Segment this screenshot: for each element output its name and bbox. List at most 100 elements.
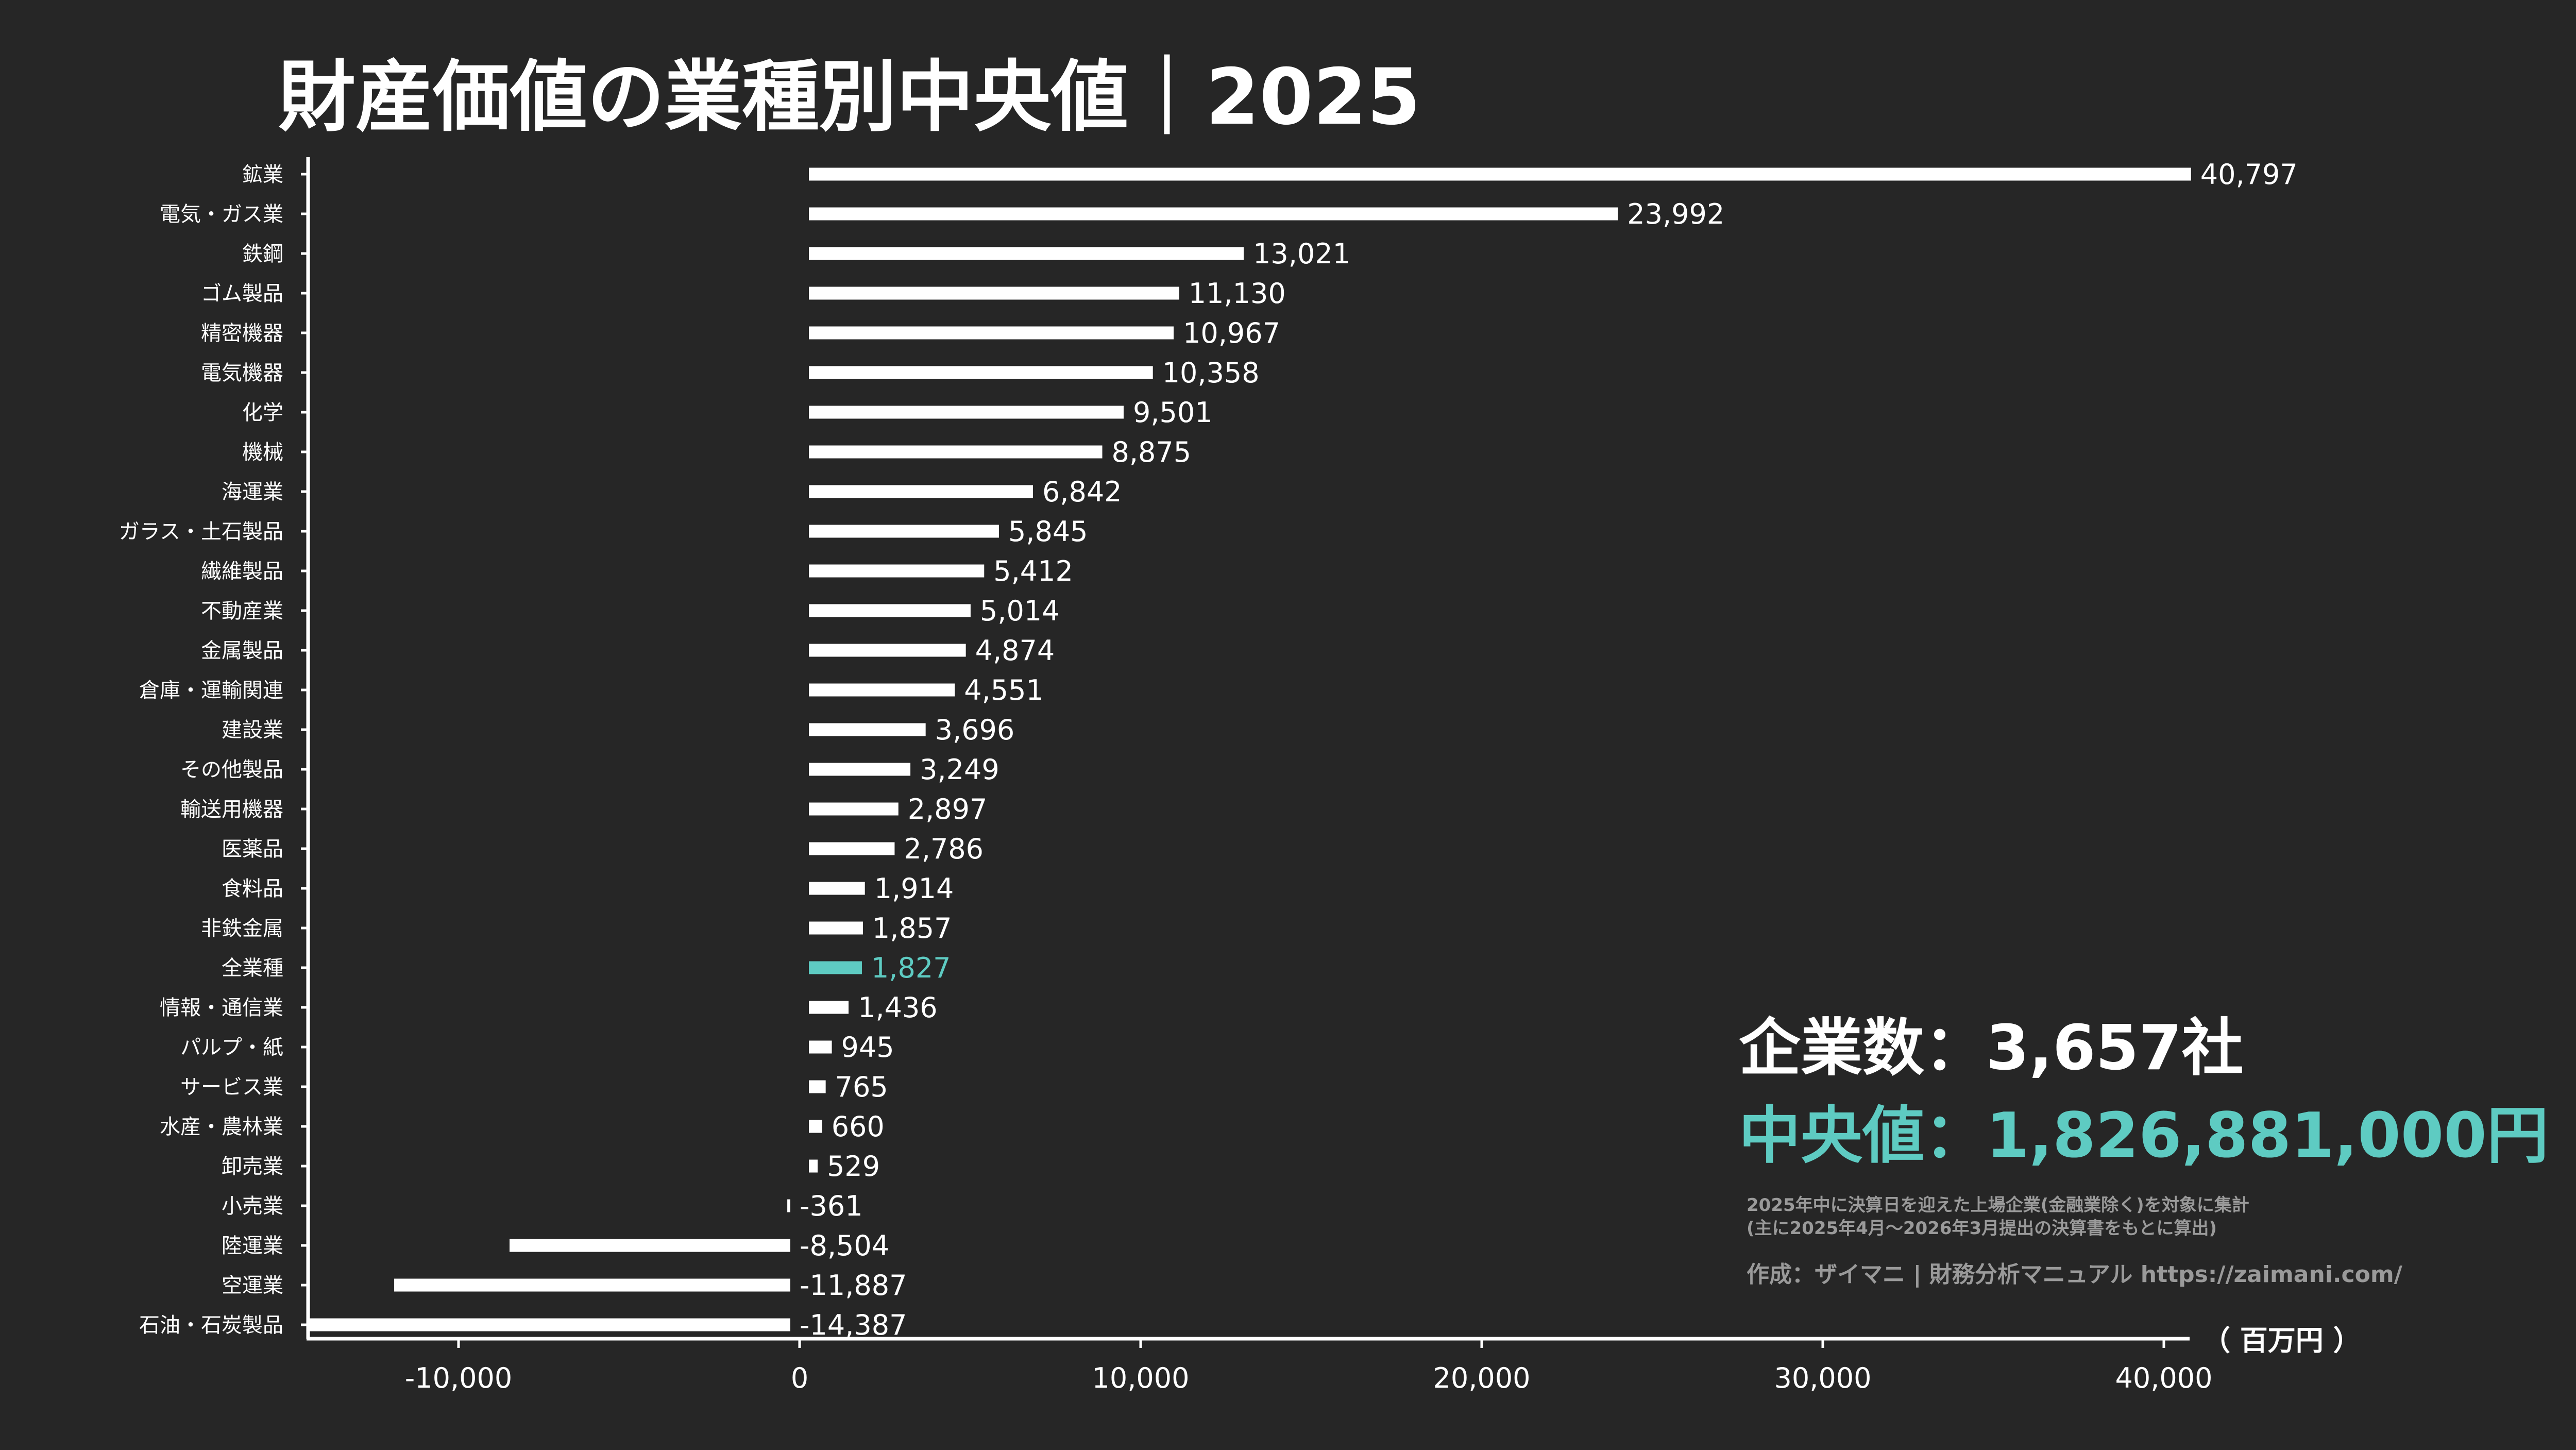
note-line-2: (主に2025年4月〜2026年3月提出の決算書をもとに算出) [1747, 1218, 2217, 1239]
x-tick-label-0: -10,000 [405, 1362, 512, 1394]
x-tick-label-3: 20,000 [1433, 1362, 1531, 1394]
bar-25 [809, 1159, 818, 1173]
value-label-13: 4,551 [964, 674, 1044, 706]
bar-14 [809, 723, 926, 736]
value-label-23: 765 [835, 1071, 888, 1103]
value-label-28: -11,887 [800, 1269, 907, 1302]
category-label-0: 鉱業 [242, 163, 283, 187]
chart-title: 財産価値の業種別中央値｜2025 [278, 53, 1420, 142]
value-label-6: 9,501 [1133, 396, 1213, 429]
value-label-27: -8,504 [800, 1229, 889, 1262]
bar-2 [809, 247, 1244, 260]
category-label-21: 情報・通信業 [160, 996, 283, 1020]
category-label-10: 繊維製品 [201, 560, 283, 583]
category-label-18: 食料品 [222, 877, 283, 901]
bar-4 [809, 326, 1174, 340]
value-label-15: 3,249 [920, 753, 999, 786]
category-label-29: 石油・石炭製品 [139, 1313, 283, 1337]
bar-22 [809, 1040, 832, 1054]
bar-12 [809, 644, 966, 657]
bar-20 [809, 961, 862, 974]
bar-7 [809, 445, 1103, 459]
bar-6 [809, 406, 1124, 419]
bar-3 [809, 286, 1179, 300]
category-label-5: 電気機器 [201, 361, 283, 385]
value-label-19: 1,857 [872, 912, 952, 945]
x-tick-label-1: 0 [791, 1362, 808, 1394]
category-label-2: 鉄鋼 [242, 242, 283, 266]
credit-line: 作成：ザイマニ | 財務分析マニュアル https://zaimani.com/ [1747, 1261, 2403, 1288]
bar-15 [809, 763, 911, 776]
value-label-3: 11,130 [1189, 277, 1286, 310]
note-line-1: 2025年中に決算日を迎えた上場企業(金融業除く)を対象に集計 [1747, 1195, 2249, 1216]
category-label-22: パルプ・紙 [180, 1036, 283, 1059]
value-label-1: 23,992 [1627, 198, 1724, 230]
category-label-12: 金属製品 [201, 639, 283, 663]
bar-1 [809, 207, 1618, 221]
value-label-16: 2,897 [908, 793, 988, 825]
bar-29 [309, 1318, 790, 1331]
unit-label: （ 百万円 ） [2202, 1324, 2361, 1357]
x-tick-label-5: 40,000 [2115, 1362, 2213, 1394]
bar-10 [809, 564, 985, 578]
category-label-20: 全業種 [222, 956, 283, 980]
category-label-14: 建設業 [222, 718, 283, 742]
value-label-26: -361 [800, 1190, 863, 1222]
value-label-10: 5,412 [993, 555, 1073, 587]
bar-13 [809, 683, 955, 697]
category-label-27: 陸運業 [222, 1234, 283, 1258]
value-label-18: 1,914 [874, 872, 954, 905]
value-label-21: 1,436 [858, 991, 938, 1024]
category-label-4: 精密機器 [201, 322, 283, 345]
bar-23 [809, 1080, 826, 1093]
category-label-15: その他製品 [180, 758, 283, 782]
category-label-8: 海運業 [222, 480, 283, 504]
category-label-7: 機械 [242, 441, 283, 464]
category-label-26: 小売業 [222, 1194, 283, 1218]
category-label-6: 化学 [242, 401, 283, 425]
bar-26 [787, 1199, 790, 1212]
value-label-8: 6,842 [1042, 476, 1122, 508]
bar-19 [809, 921, 863, 935]
bar-24 [809, 1120, 822, 1133]
value-label-9: 5,845 [1008, 515, 1088, 548]
bars-layer: 鉱業 40,797 電気・ガス業 23,992 鉄鋼 13,021 ゴム製品 11,130 精密… [119, 158, 2298, 1341]
value-label-12: 4,874 [975, 634, 1055, 667]
value-label-7: 8,875 [1112, 436, 1192, 468]
bar-18 [809, 882, 865, 895]
value-label-20: 1,827 [871, 952, 951, 984]
category-label-9: ガラス・土石製品 [119, 520, 283, 544]
bar-16 [809, 802, 899, 816]
category-label-16: 輸送用機器 [180, 798, 283, 821]
category-label-3: ゴム製品 [201, 282, 283, 306]
bar-17 [809, 842, 895, 855]
bar-11 [809, 604, 971, 617]
category-label-1: 電気・ガス業 [160, 203, 283, 226]
value-label-29: -14,387 [800, 1309, 907, 1341]
bar-9 [809, 525, 999, 538]
bar-28 [394, 1278, 790, 1292]
x-tick-label-2: 10,000 [1092, 1362, 1190, 1394]
value-label-11: 5,014 [980, 595, 1060, 627]
bar-21 [809, 1001, 849, 1014]
value-label-17: 2,786 [904, 833, 984, 865]
value-label-22: 945 [841, 1031, 894, 1064]
category-label-11: 不動産業 [201, 599, 283, 623]
bar-27 [510, 1239, 790, 1252]
value-label-24: 660 [832, 1110, 885, 1143]
value-label-4: 10,967 [1183, 317, 1280, 349]
category-label-23: サービス業 [180, 1075, 283, 1099]
category-label-24: 水産・農林業 [160, 1115, 283, 1139]
x-tick-label-4: 30,000 [1774, 1362, 1872, 1394]
median-value: 中央値：1,826,881,000円 [1739, 1100, 2549, 1172]
value-label-5: 10,358 [1162, 357, 1260, 389]
category-label-19: 非鉄金属 [201, 917, 283, 940]
category-label-25: 卸売業 [222, 1155, 283, 1178]
category-label-13: 倉庫・運輸関連 [139, 679, 283, 702]
value-label-2: 13,021 [1253, 238, 1350, 270]
category-label-17: 医薬品 [222, 837, 283, 861]
value-label-25: 529 [827, 1150, 880, 1183]
category-label-28: 空運業 [222, 1274, 283, 1297]
bar-8 [809, 485, 1033, 498]
